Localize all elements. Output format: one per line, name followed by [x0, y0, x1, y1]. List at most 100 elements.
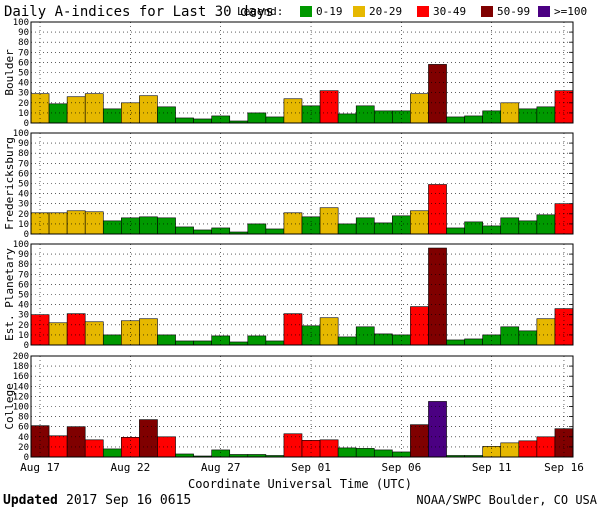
y-tick-label: 50 [18, 180, 29, 190]
bar [175, 340, 194, 346]
legend-swatch-1 [353, 6, 365, 17]
bar [355, 217, 375, 235]
y-tick-label: 10 [18, 220, 29, 230]
y-tick-label: 200 [13, 352, 29, 362]
y-tick-label: 30 [18, 200, 29, 210]
y-tick-label: 60 [18, 58, 29, 68]
bar [500, 442, 520, 458]
y-tick-label: 160 [13, 372, 29, 382]
bar [157, 436, 176, 458]
bar [121, 102, 140, 124]
bar [265, 340, 285, 346]
bar [102, 334, 122, 346]
legend-swatch-4 [538, 6, 550, 17]
legend-swatch-0 [300, 6, 312, 17]
bar [283, 98, 303, 124]
y-tick-label: 0 [24, 341, 29, 351]
bar [446, 339, 465, 346]
bar [48, 435, 68, 458]
bar [247, 335, 267, 346]
bar [157, 106, 176, 124]
y-tick-label: 20 [18, 443, 29, 453]
legend-text-4: >=100 [554, 5, 587, 18]
bar [337, 223, 357, 235]
bar [283, 212, 303, 235]
bar [157, 217, 176, 235]
bar [283, 433, 303, 458]
y-tick-label: 20 [18, 321, 29, 331]
bar [554, 308, 574, 346]
legend-text-1: 20-29 [369, 5, 402, 18]
panel-name: Fredericksburg [3, 137, 16, 230]
legend-text-0: 0-19 [316, 5, 343, 18]
bar [536, 318, 556, 346]
bar [247, 112, 267, 124]
bar [392, 215, 411, 235]
bar [265, 116, 285, 124]
bar [536, 214, 556, 235]
y-tick-label: 60 [18, 280, 29, 290]
bar [84, 211, 104, 235]
bar [319, 317, 339, 346]
y-tick-label: 100 [13, 403, 29, 413]
y-tick-label: 180 [13, 362, 29, 372]
y-tick-label: 100 [13, 129, 29, 139]
bar [337, 447, 357, 458]
x-tick-label: Sep 11 [472, 461, 512, 474]
bar [446, 116, 465, 124]
bar [355, 448, 375, 458]
bar [518, 330, 538, 346]
y-tick-label: 60 [18, 423, 29, 433]
bar [48, 103, 68, 124]
y-tick-label: 0 [24, 230, 29, 240]
y-tick-label: 20 [18, 99, 29, 109]
bar [337, 113, 357, 124]
y-tick-label: 120 [13, 392, 29, 402]
bar [464, 115, 483, 124]
y-tick-label: 60 [18, 169, 29, 179]
bar [337, 336, 357, 346]
y-tick-label: 90 [18, 250, 29, 260]
bar [66, 210, 86, 235]
y-tick-label: 10 [18, 109, 29, 119]
bar [66, 313, 86, 346]
legend: 0-19 20-29 30-49 50-99 >=100 [300, 5, 587, 18]
bar [428, 64, 447, 124]
x-tick-label: Sep 16 [544, 461, 584, 474]
panel-name: Boulder [3, 49, 16, 96]
bar [410, 424, 429, 458]
bar [139, 318, 158, 346]
y-tick-label: 30 [18, 311, 29, 321]
updated-value: 2017 Sep 16 0615 [66, 493, 191, 508]
y-tick-label: 20 [18, 210, 29, 220]
bar [66, 426, 86, 458]
y-tick-label: 100 [13, 240, 29, 250]
y-tick-label: 90 [18, 139, 29, 149]
x-tick-labels: Aug 17 Aug 22 Aug 27 Sep 01 Sep 06 Sep 11 Sep … [20, 461, 584, 474]
y-tick-label: 0 [24, 119, 29, 129]
panel-name: College [3, 383, 16, 429]
bar [247, 223, 267, 235]
bar [139, 216, 158, 235]
panels: 0102030405060708090100Boulder01020304050… [3, 18, 574, 463]
y-tick-label: 140 [13, 382, 29, 392]
bar [373, 222, 393, 235]
bar [175, 226, 194, 235]
bar [446, 227, 465, 235]
bar [193, 340, 212, 346]
source-credit: NOAA/SWPC Boulder, CO USA [416, 493, 597, 507]
y-tick-label: 80 [18, 149, 29, 159]
bar [66, 96, 86, 124]
updated-label: Updated [3, 493, 58, 508]
y-tick-label: 0 [24, 453, 29, 463]
bar [410, 306, 429, 346]
bar [482, 446, 502, 458]
bar [102, 448, 122, 458]
bar [428, 184, 447, 235]
bar [464, 338, 483, 346]
y-tick-label: 80 [18, 38, 29, 48]
bar [518, 440, 538, 458]
y-tick-label: 50 [18, 69, 29, 79]
bar [211, 115, 231, 124]
x-tick-label: Sep 01 [291, 461, 331, 474]
